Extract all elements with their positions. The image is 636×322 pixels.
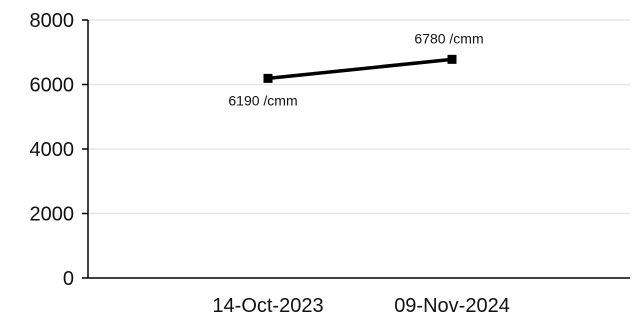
x-tick-label: 14-Oct-2023 [212,295,323,317]
y-tick-label: 8000 [30,10,75,32]
data-label: 6780 /cmm [414,30,483,46]
data-point [447,54,457,64]
axes [82,19,630,279]
y-tick-label: 4000 [30,139,75,161]
series-line [267,57,453,81]
x-tick-label: 09-Nov-2024 [394,295,510,317]
data-label: 6190 /cmm [228,92,297,108]
y-tick-label: 2000 [30,204,75,226]
y-tick-label: 0 [63,268,74,290]
labels-layer: 0 2000 4000 6000 8000 14-Oct-2023 09-Nov-2024 6… [30,10,510,317]
y-tick-label: 6000 [30,75,75,97]
data-point [263,73,273,83]
gridlines [88,19,630,215]
series-layer [263,54,457,83]
